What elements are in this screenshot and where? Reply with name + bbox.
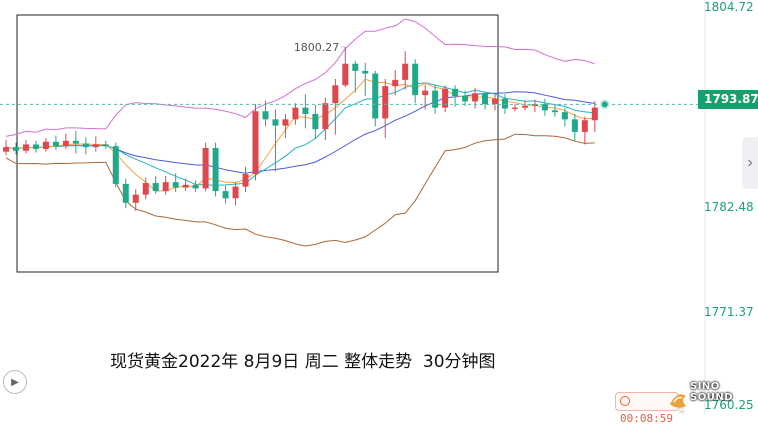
candle-body-47 — [472, 93, 479, 102]
candle-body-22 — [222, 191, 229, 199]
candle-body-48 — [482, 93, 489, 105]
candle-body-33 — [332, 85, 339, 104]
current-price-label: 1793.87 — [698, 90, 758, 109]
candle-body-55 — [551, 110, 558, 113]
candle-body-10 — [102, 144, 109, 147]
candle-body-9 — [92, 144, 99, 148]
candle-body-19 — [192, 184, 199, 189]
candle-body-46 — [462, 96, 469, 102]
candle-body-49 — [492, 98, 499, 105]
axis-label-top: 1804.72 — [704, 0, 754, 14]
candle-body-6 — [62, 140, 69, 147]
candle-body-15 — [152, 183, 159, 192]
candle-body-21 — [212, 148, 219, 192]
chart-frame — [16, 14, 499, 273]
candle-body-14 — [142, 183, 149, 195]
candle-body-7 — [72, 140, 79, 144]
candle-body-28 — [282, 119, 289, 126]
candle-body-38 — [382, 86, 389, 119]
candle-body-37 — [372, 73, 379, 119]
candle-body-40 — [402, 63, 409, 80]
candle-body-1 — [12, 147, 19, 151]
candle-body-8 — [82, 143, 89, 148]
upper-band-line — [5, 18, 595, 137]
candle-body-20 — [202, 148, 209, 189]
candle-body-3 — [32, 144, 39, 149]
candle-body-29 — [292, 107, 299, 120]
clock-icon — [620, 396, 630, 406]
lower-band-line — [5, 133, 595, 247]
candle-body-18 — [182, 184, 189, 188]
price-chart: 1800.27 — [0, 0, 706, 414]
play-icon[interactable]: ▶ — [3, 370, 27, 394]
ma-mid-line — [5, 82, 595, 186]
chevron-right-icon[interactable]: › — [742, 137, 758, 189]
ma-short-line — [5, 78, 595, 192]
high-annotation-label: 1800.27 — [294, 41, 340, 54]
candle-body-13 — [132, 194, 139, 203]
candle-body-26 — [262, 111, 269, 120]
candle-body-42 — [422, 90, 429, 96]
candle-body-4 — [42, 141, 49, 149]
candle-body-35 — [352, 63, 359, 71]
candle-body-52 — [521, 105, 528, 108]
candle-body-2 — [22, 144, 29, 151]
candle-body-17 — [172, 182, 179, 188]
candle-body-30 — [302, 107, 309, 114]
axis-label-low: 1771.37 — [704, 305, 754, 319]
candle-body-11 — [112, 146, 119, 184]
candle-body-5 — [52, 141, 59, 147]
candle-body-25 — [252, 111, 259, 175]
candle-body-39 — [392, 79, 399, 87]
candle-body-36 — [362, 70, 369, 74]
candle-body-32 — [322, 103, 329, 130]
candle-body-59 — [591, 107, 598, 121]
logo-text: SINO SOUND — [690, 381, 733, 403]
candle-body-27 — [272, 119, 279, 126]
candle-body-0 — [3, 147, 9, 152]
candle-body-51 — [511, 107, 518, 109]
candle-body-12 — [122, 183, 129, 203]
candle-body-50 — [502, 98, 508, 109]
candle-body-24 — [242, 174, 249, 187]
candle-body-41 — [412, 63, 419, 96]
candle-body-57 — [571, 119, 578, 132]
candle-body-53 — [531, 104, 538, 106]
candle-body-54 — [541, 104, 548, 111]
candle-body-23 — [232, 186, 239, 199]
chart-caption: 现货黄金2022年 8月9日 周二 整体走势 30分钟图 — [110, 352, 496, 372]
candle-body-45 — [452, 88, 459, 97]
candle-body-31 — [312, 113, 319, 130]
axis-label-bottom: 1760.25 — [704, 398, 754, 412]
svg-text:易: 易 — [678, 407, 685, 414]
candle-body-58 — [581, 120, 588, 132]
candle-body-44 — [442, 88, 449, 108]
candle-body-56 — [561, 112, 568, 120]
candle-body-34 — [342, 63, 349, 86]
axis-label-mid: 1782.48 — [704, 200, 754, 214]
candle-body-16 — [162, 182, 169, 192]
candle-body-43 — [432, 90, 439, 108]
sino-sound-logo: 易 — [670, 394, 686, 414]
current-price-dot — [601, 101, 608, 108]
